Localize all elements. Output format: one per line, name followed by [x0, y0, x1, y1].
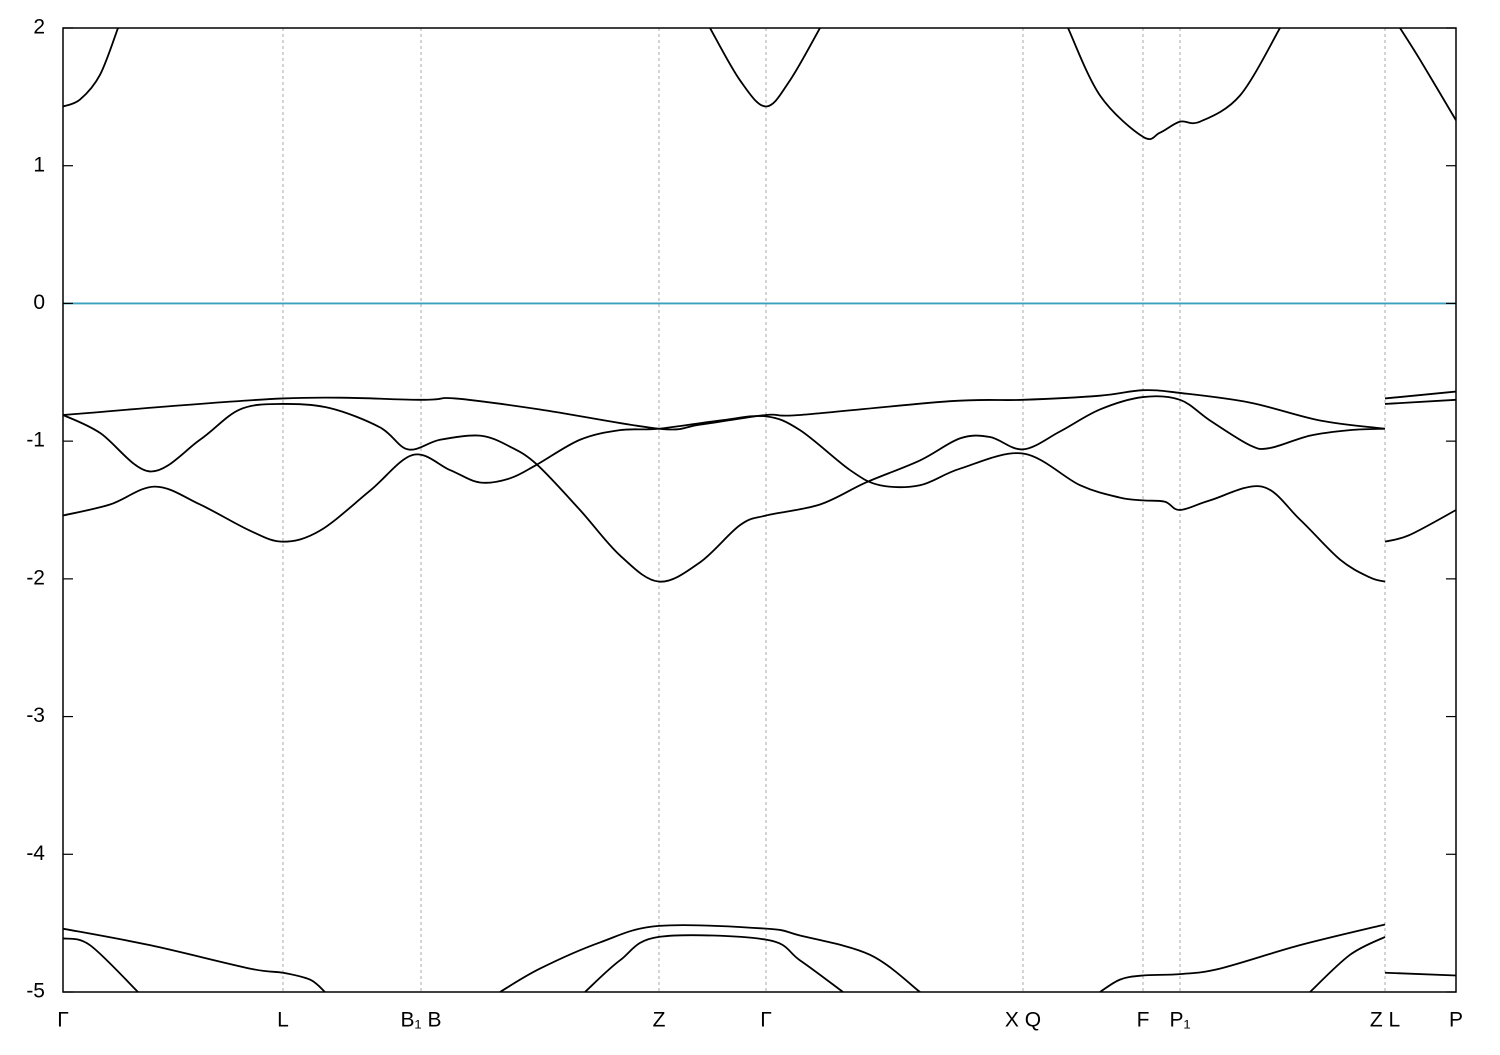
y-tick-label: -1 [26, 429, 45, 452]
y-tick-label: -4 [26, 842, 45, 865]
y-tick-label: -5 [26, 980, 45, 1003]
x-tick-label: Γ [57, 1009, 69, 1032]
axes: 2 1 0 -1 -2 -3 -4 -5 Γ L B₁ B Z Γ X Q F P₁ Z L P [26, 16, 1463, 1032]
y-tick-label: -3 [26, 704, 45, 727]
bands [63, 28, 1456, 992]
band-line [63, 28, 1456, 141]
x-tick-label: Z L [1370, 1009, 1400, 1032]
x-tick-label: L [277, 1009, 289, 1032]
y-tick-label: 0 [33, 291, 45, 314]
x-tick-label: P₁ [1169, 1009, 1190, 1032]
x-tick-label: P [1449, 1009, 1463, 1032]
y-tick-label: -2 [26, 566, 45, 589]
y-tick-label: 2 [33, 16, 45, 39]
x-tick-label: F [1137, 1009, 1150, 1032]
x-tick-label: Γ [760, 1009, 772, 1032]
band-line [63, 395, 1456, 583]
band-line [63, 415, 1456, 583]
x-tick-label: B₁ B [401, 1009, 442, 1032]
band-line [63, 934, 1386, 992]
x-tick-label: X Q [1005, 1009, 1041, 1032]
grid [62, 28, 1457, 992]
y-tick-label: 1 [33, 153, 45, 176]
band-line [63, 389, 1456, 431]
band-line [63, 923, 1456, 992]
x-tick-label: Z [653, 1009, 666, 1032]
plot-frame [62, 27, 1457, 993]
